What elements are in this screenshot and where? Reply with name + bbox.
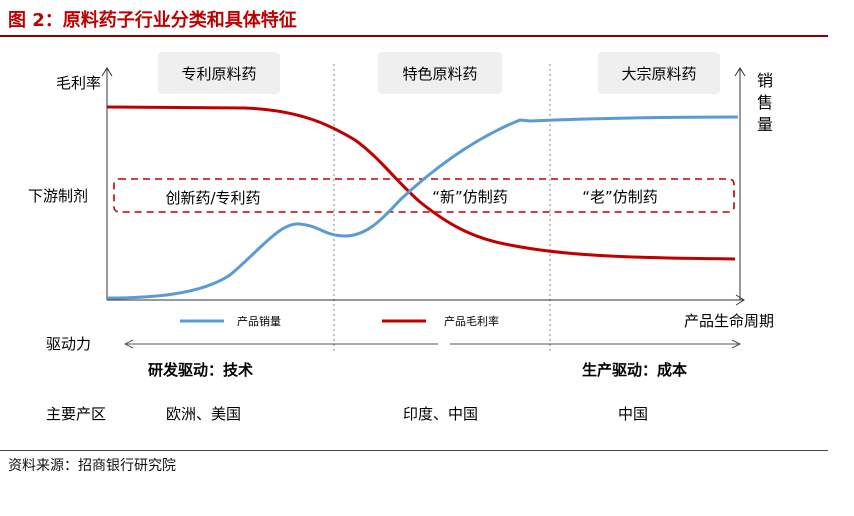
margin-curve (106, 105, 736, 261)
drive-label: 驱动力 (46, 335, 91, 353)
drive-rd-tech: 研发驱动：技术 (148, 361, 253, 379)
right-axis-label-3: 量 (757, 115, 773, 134)
downstream-old-generic: “老”仿制药 (582, 188, 658, 206)
legend-sales-label: 产品销量 (237, 314, 281, 328)
legend-margin-label: 产品毛利率 (444, 314, 499, 328)
category-box-bulk (598, 52, 720, 94)
source-divider (0, 450, 828, 451)
downstream-new-generic: “新”仿制药 (432, 188, 508, 206)
right-axis-label-2: 售 (757, 93, 773, 112)
right-axis-label-1: 销 (757, 71, 773, 90)
downstream-label: 下游制剂 (28, 187, 88, 205)
category-specialty: 特色原料药 (402, 65, 477, 83)
region-specialty: 印度、中国 (403, 405, 478, 423)
x-axis-label: 产品生命周期 (684, 312, 774, 330)
region-bulk: 中国 (618, 405, 648, 423)
source-note: 资料来源：招商银行研究院 (8, 458, 176, 474)
downstream-innovative: 创新药/专利药 (165, 189, 260, 207)
left-axis-label: 毛利率 (56, 74, 101, 92)
category-bulk: 大宗原料药 (621, 65, 696, 83)
category-patent: 专利原料药 (181, 65, 256, 83)
region-patent: 欧洲、美国 (166, 405, 241, 423)
sales-curve (106, 115, 739, 300)
category-box-patent (158, 52, 280, 94)
title-divider (0, 35, 828, 37)
drive-production-cost: 生产驱动：成本 (582, 361, 687, 379)
figure-title: 图 2：原料药子行业分类和具体特征 (8, 10, 297, 31)
category-box-specialty (378, 52, 502, 94)
region-label: 主要产区 (46, 405, 106, 423)
